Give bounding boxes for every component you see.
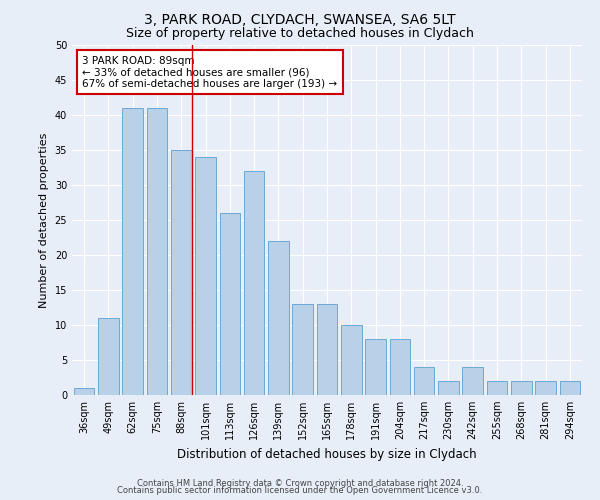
- Bar: [317, 304, 337, 395]
- Bar: [244, 171, 265, 395]
- Bar: [220, 213, 240, 395]
- Bar: [341, 325, 362, 395]
- Bar: [74, 388, 94, 395]
- Bar: [463, 367, 483, 395]
- Bar: [195, 157, 216, 395]
- Bar: [292, 304, 313, 395]
- Bar: [511, 381, 532, 395]
- Text: Contains public sector information licensed under the Open Government Licence v3: Contains public sector information licen…: [118, 486, 482, 495]
- Bar: [268, 241, 289, 395]
- Bar: [438, 381, 459, 395]
- Bar: [535, 381, 556, 395]
- Text: 3, PARK ROAD, CLYDACH, SWANSEA, SA6 5LT: 3, PARK ROAD, CLYDACH, SWANSEA, SA6 5LT: [144, 12, 456, 26]
- Bar: [414, 367, 434, 395]
- Text: Contains HM Land Registry data © Crown copyright and database right 2024.: Contains HM Land Registry data © Crown c…: [137, 478, 463, 488]
- Bar: [146, 108, 167, 395]
- Bar: [98, 318, 119, 395]
- Text: Size of property relative to detached houses in Clydach: Size of property relative to detached ho…: [126, 28, 474, 40]
- Bar: [365, 339, 386, 395]
- Bar: [122, 108, 143, 395]
- Text: 3 PARK ROAD: 89sqm
← 33% of detached houses are smaller (96)
67% of semi-detache: 3 PARK ROAD: 89sqm ← 33% of detached hou…: [82, 56, 337, 88]
- X-axis label: Distribution of detached houses by size in Clydach: Distribution of detached houses by size …: [177, 448, 477, 460]
- Bar: [487, 381, 508, 395]
- Bar: [389, 339, 410, 395]
- Bar: [560, 381, 580, 395]
- Bar: [171, 150, 191, 395]
- Y-axis label: Number of detached properties: Number of detached properties: [39, 132, 49, 308]
